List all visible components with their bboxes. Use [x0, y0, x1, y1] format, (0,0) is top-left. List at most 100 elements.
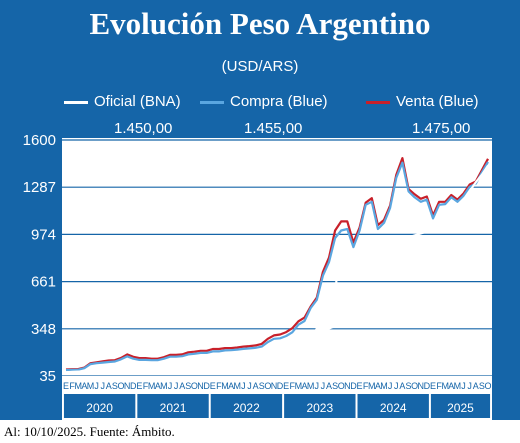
- source-footer: Al: 10/10/2025. Fuente: Ámbito.: [4, 424, 175, 439]
- x-month-label: O: [338, 381, 345, 391]
- legend-item-compra: Compra (Blue): [200, 92, 328, 112]
- x-month-label: J: [241, 381, 246, 391]
- chart-subtitle: (USD/ARS): [221, 58, 299, 75]
- x-month-label: N: [344, 381, 351, 391]
- x-month-label: A: [179, 381, 185, 391]
- x-month-label: J: [174, 381, 179, 391]
- x-month-label: M: [380, 381, 388, 391]
- x-month-label: A: [448, 381, 454, 391]
- y-tick-label: 974: [31, 226, 56, 243]
- x-year-band: [63, 394, 136, 418]
- x-month-label: J: [168, 381, 173, 391]
- x-year-label: 2024: [380, 401, 407, 415]
- x-month-label: D: [277, 381, 284, 391]
- chart-title: Evolución Peso Argentino: [89, 6, 431, 41]
- x-month-label: O: [191, 381, 198, 391]
- x-month-label: J: [247, 381, 252, 391]
- legend-swatch-venta: [366, 100, 390, 104]
- x-month-label: M: [233, 381, 241, 391]
- series-oficial-line: [65, 164, 489, 374]
- x-month-label: M: [368, 381, 376, 391]
- x-year-label: 2022: [233, 401, 260, 415]
- x-month-label: N: [197, 381, 204, 391]
- x-month-label: N: [417, 381, 424, 391]
- x-year-band: [430, 394, 491, 418]
- x-month-label: D: [424, 381, 431, 391]
- x-month-label: F: [363, 381, 369, 391]
- x-month-label: M: [295, 381, 303, 391]
- legend-item-oficial: Oficial (BNA): [64, 92, 181, 112]
- x-year-band: [210, 394, 283, 418]
- x-month-label: M: [160, 381, 168, 391]
- x-month-label: F: [143, 381, 149, 391]
- x-year-label: 2023: [306, 401, 333, 415]
- x-month-label: J: [388, 381, 393, 391]
- x-month-label: A: [106, 381, 112, 391]
- x-month-label: A: [155, 381, 161, 391]
- x-month-label: D: [350, 381, 357, 391]
- x-month-label: O: [264, 381, 271, 391]
- legend-swatch-oficial: [64, 100, 88, 104]
- x-month-label: E: [63, 381, 69, 391]
- x-month-label: O: [484, 381, 491, 391]
- legend-swatch-compra: [200, 100, 224, 104]
- x-month-label: E: [430, 381, 436, 391]
- x-month-label: A: [302, 381, 308, 391]
- legend-label-compra: Compra (Blue): [230, 93, 328, 110]
- y-tick-label: 1287: [23, 179, 56, 196]
- x-year-label: 2025: [447, 401, 474, 415]
- x-month-label: A: [326, 381, 332, 391]
- x-month-label: J: [461, 381, 466, 391]
- x-year-band: [284, 394, 356, 418]
- annotation-value-2: 1.455,00: [244, 120, 303, 137]
- x-axis-years: 2020 2021 2022 2023 2024 2025: [63, 394, 491, 418]
- x-month-label: N: [271, 381, 278, 391]
- x-month-label: A: [473, 381, 479, 391]
- x-month-label: E: [283, 381, 289, 391]
- y-tick-label: 661: [31, 274, 56, 291]
- x-month-label: A: [228, 381, 234, 391]
- x-month-label: A: [399, 381, 405, 391]
- legend-label-oficial: Oficial (BNA): [94, 93, 181, 110]
- x-month-label: F: [436, 381, 442, 391]
- x-month-label: E: [210, 381, 216, 391]
- x-month-label: E: [136, 381, 142, 391]
- x-month-label: M: [87, 381, 95, 391]
- x-year-label: 2021: [160, 401, 187, 415]
- x-year-band: [357, 394, 429, 418]
- x-month-label: S: [259, 381, 265, 391]
- series-compra-line: [65, 161, 489, 372]
- x-month-label: F: [216, 381, 222, 391]
- series-venta-line: [65, 157, 489, 371]
- y-tick-label: 1600: [23, 132, 56, 149]
- y-axis: 35 348 661 974 1287 1600: [23, 132, 56, 385]
- x-month-label: S: [332, 381, 338, 391]
- x-month-label: J: [100, 381, 105, 391]
- x-month-label: O: [411, 381, 418, 391]
- x-month-label: S: [479, 381, 485, 391]
- x-month-label: S: [185, 381, 191, 391]
- x-month-label: S: [112, 381, 118, 391]
- legend-item-venta: Venta (Blue): [366, 92, 479, 112]
- x-month-label: D: [203, 381, 210, 391]
- x-month-label: M: [307, 381, 315, 391]
- annotation-value-3: 1.475,00: [412, 120, 471, 137]
- x-month-label: J: [467, 381, 472, 391]
- x-month-label: J: [315, 381, 320, 391]
- y-tick-label: 35: [39, 368, 56, 385]
- x-month-label: E: [357, 381, 363, 391]
- y-tick-label: 348: [31, 321, 56, 338]
- x-month-label: F: [290, 381, 296, 391]
- x-year-band: [137, 394, 209, 418]
- x-month-label: M: [454, 381, 462, 391]
- x-month-label: S: [405, 381, 411, 391]
- x-month-label: J: [394, 381, 399, 391]
- x-month-label: F: [69, 381, 75, 391]
- annotation-value-1: 1.450,00: [114, 120, 173, 137]
- x-month-label: M: [74, 381, 82, 391]
- x-month-label: M: [441, 381, 449, 391]
- x-month-label: A: [81, 381, 87, 391]
- x-year-label: 2020: [86, 401, 113, 415]
- x-month-label: A: [375, 381, 381, 391]
